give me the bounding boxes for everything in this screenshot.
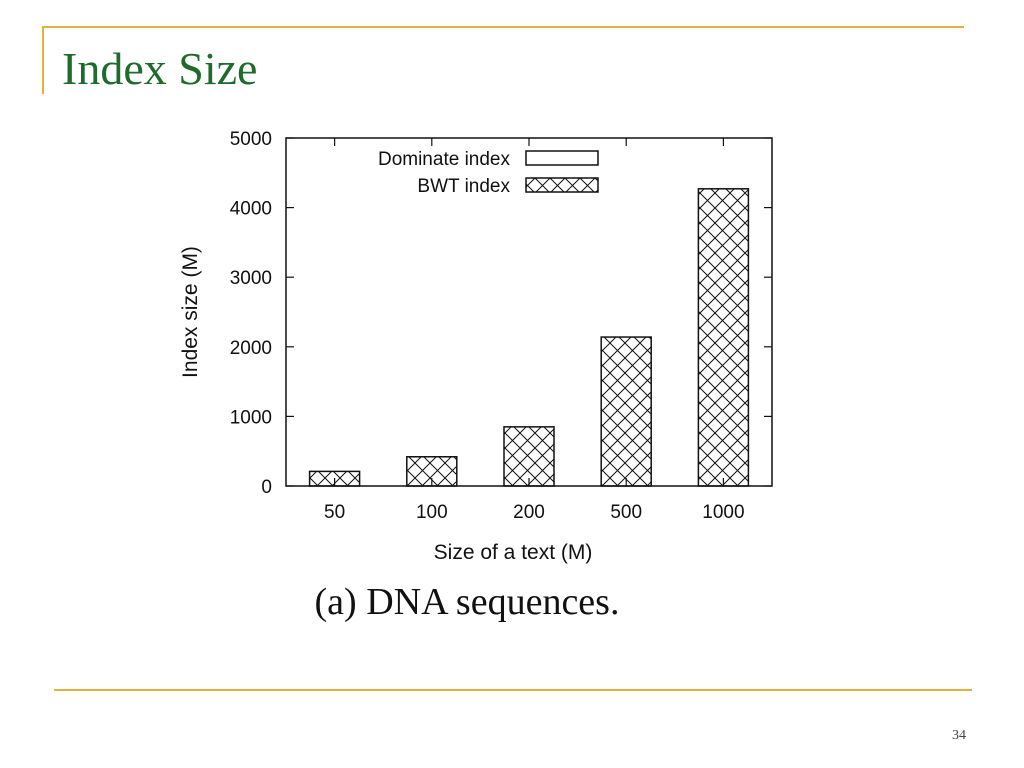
figure-caption: (a) DNA sequences. [314, 581, 620, 623]
title-accent-bar [42, 26, 44, 94]
bar-bwt-index [406, 456, 458, 487]
footer-accent-line [54, 689, 972, 691]
x-tick-label: 500 [610, 502, 642, 523]
bar-bwt-index [600, 336, 652, 487]
x-tick-label: 200 [513, 502, 545, 523]
x-tick-label: 1000 [702, 502, 744, 523]
x-tick-label: 50 [324, 502, 345, 523]
legend-swatch-bwt [525, 177, 599, 193]
y-tick-label: 1000 [230, 407, 272, 428]
legend-label: Dominate index [378, 149, 511, 170]
bar-bwt-index [697, 188, 750, 487]
y-axis-label: Index size (M) [179, 246, 202, 378]
legend-label: BWT index [417, 176, 510, 197]
bar-chart: 0 1000 2000 3000 4000 5000 50 100 200 500 1000 Do… [179, 129, 773, 564]
y-tick-label: 2000 [230, 338, 272, 359]
bar-bwt-index [308, 470, 361, 487]
x-axis-label: Size of a text (M) [434, 541, 593, 564]
y-tick-label: 0 [261, 477, 272, 498]
slide-number: 34 [952, 728, 966, 743]
bar-bwt-index [503, 426, 555, 487]
x-tick-label: 100 [416, 502, 448, 523]
y-tick-label: 4000 [230, 199, 272, 220]
slide-title: Index Size [62, 43, 258, 94]
figure-panel: 0 1000 2000 3000 4000 5000 50 100 200 500 1000 Do… [160, 118, 774, 630]
y-tick-label: 5000 [230, 129, 272, 150]
legend-swatch-dominate [525, 150, 599, 166]
title-accent-line [42, 26, 964, 28]
y-tick-label: 3000 [230, 268, 272, 289]
